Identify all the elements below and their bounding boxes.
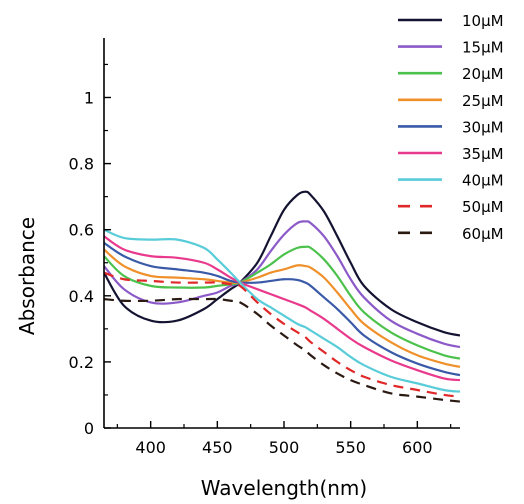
- legend-label: 25μM: [462, 92, 504, 110]
- legend-label: 50μM: [462, 198, 504, 216]
- ticks: 400 450 500 550 600 0 0.2 0.4 0.6 0.8 1: [69, 63, 452, 457]
- legend-label: 10μM: [462, 12, 504, 30]
- plot-lines: [104, 190, 460, 403]
- y-tick-label: 0.6: [69, 221, 94, 240]
- legend-label: 35μM: [462, 145, 504, 163]
- axes: [103, 38, 460, 429]
- y-tick-label: 0.8: [69, 155, 94, 174]
- legend-label: 40μM: [462, 172, 504, 190]
- x-tick-label: 450: [202, 438, 233, 457]
- series-line-6: [104, 235, 460, 382]
- x-axis-label: Wavelength(nm): [201, 476, 367, 500]
- legend-label: 60μM: [462, 225, 504, 243]
- series-line-9: [104, 297, 460, 403]
- legend-label: 30μM: [462, 118, 504, 136]
- y-tick-label: 0.2: [69, 353, 94, 372]
- y-tick-label: 0: [84, 419, 94, 438]
- legend: 10μM 15μM 20μM 25μM 30μM 35μM 40μM 50μM 60μM: [398, 12, 504, 243]
- x-tick-label: 400: [135, 438, 166, 457]
- series-line-5: [104, 242, 460, 377]
- y-tick-label: 0.4: [69, 287, 94, 306]
- series-line-7: [104, 228, 460, 393]
- y-tick-label: 1: [84, 88, 94, 107]
- series-line-3: [104, 245, 460, 360]
- x-tick-label: 500: [269, 438, 300, 457]
- series-line-1: [104, 190, 460, 337]
- y-axis-label: Absorbance: [15, 217, 39, 335]
- series-line-8: [104, 271, 460, 398]
- legend-label: 20μM: [462, 65, 504, 83]
- legend-label: 15μM: [462, 39, 504, 57]
- x-tick-label: 600: [402, 438, 433, 457]
- x-tick-label: 550: [335, 438, 366, 457]
- series-line-4: [104, 248, 460, 368]
